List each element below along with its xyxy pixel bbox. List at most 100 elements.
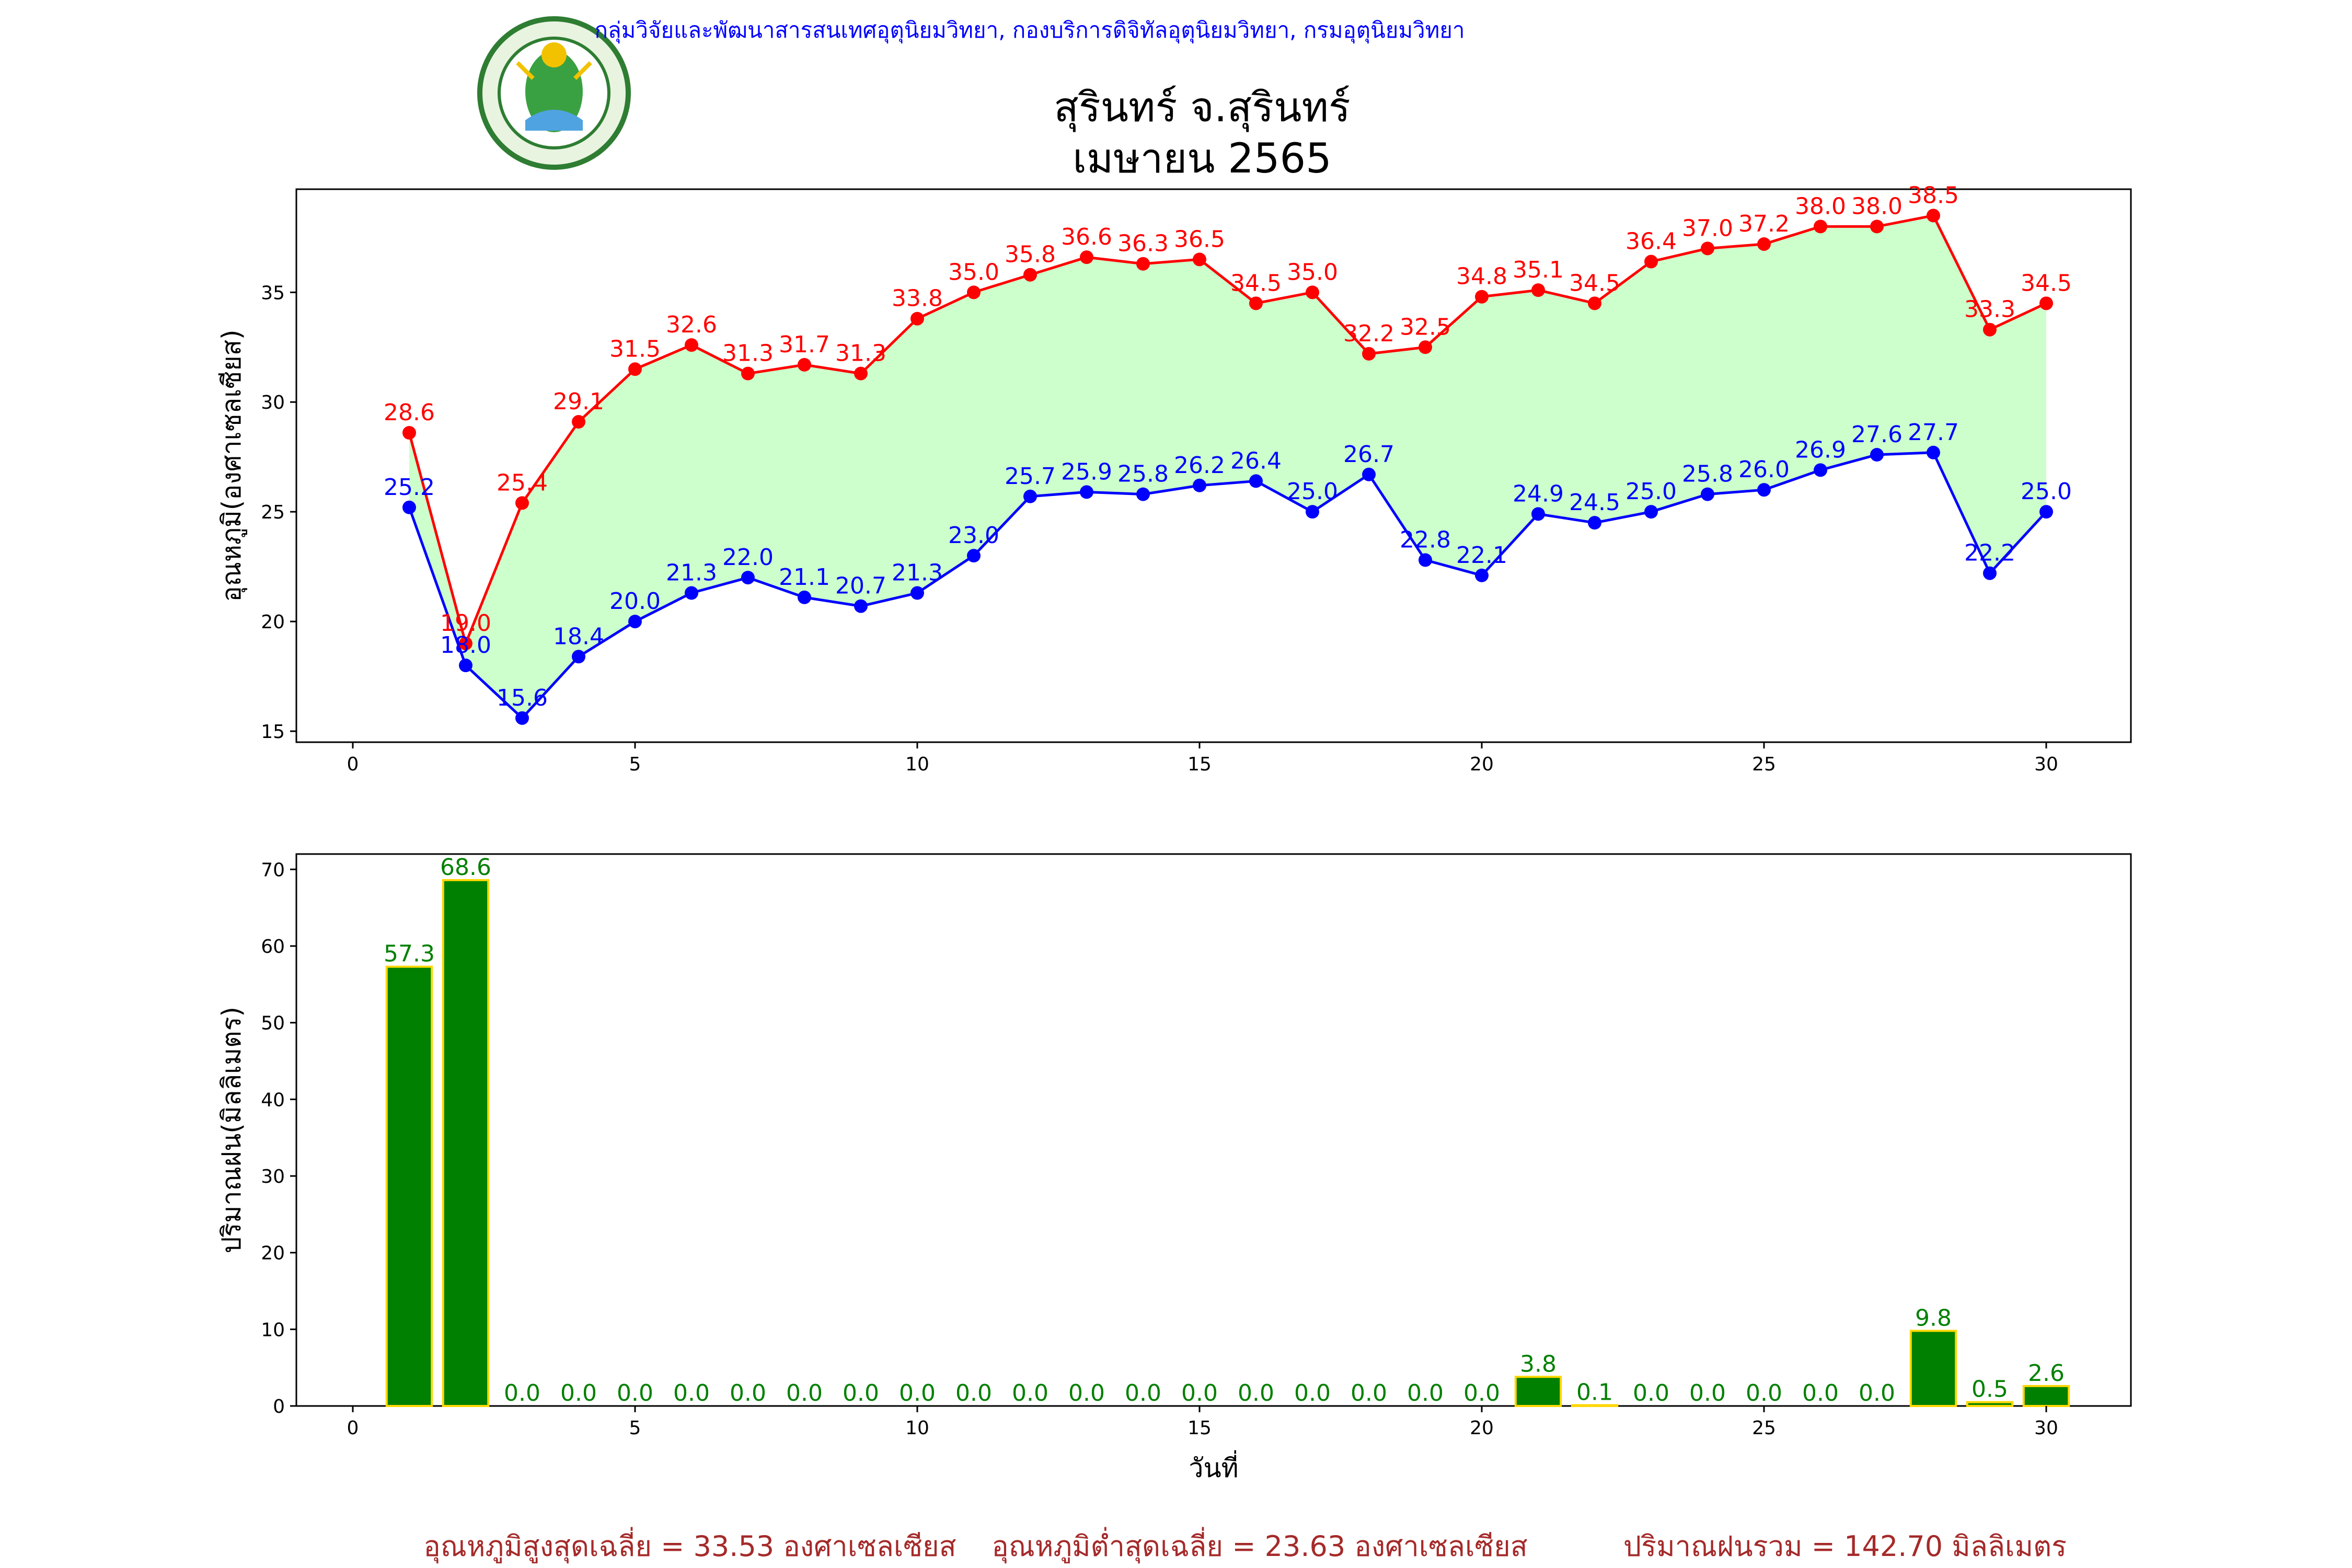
rainfall-y-tick-label: 70 — [261, 859, 285, 881]
max-temperature-point — [910, 312, 924, 326]
rainfall-x-tick-label: 0 — [347, 1417, 359, 1439]
rainfall-data-label: 0.0 — [1068, 1380, 1105, 1406]
rainfall-y-tick-label: 40 — [261, 1089, 285, 1111]
min-temperature-data-label: 21.3 — [892, 560, 943, 586]
min-temperature-point — [741, 571, 755, 585]
rainfall-data-label: 0.0 — [560, 1380, 597, 1406]
max-temperature-data-label: 32.2 — [1343, 320, 1394, 347]
rainfall-x-tick-label: 30 — [2034, 1417, 2058, 1439]
temperature-plot-frame — [295, 188, 2132, 743]
min-temperature-point — [1757, 483, 1771, 497]
min-temperature-point — [1870, 448, 1884, 462]
rainfall-y-tick-label: 50 — [261, 1013, 285, 1034]
temperature-y-tick-label: 20 — [261, 612, 285, 633]
temperature-x-tick-label: 25 — [1752, 754, 1776, 775]
max-temperature-data-label: 19.0 — [440, 610, 491, 637]
min-temperature-point — [1193, 478, 1206, 492]
temperature-y-tick-label: 25 — [261, 502, 285, 523]
chart-title-station: สุรินทร์ จ.สุรินทร์ — [1054, 84, 1351, 132]
max-temperature-data-label: 29.1 — [553, 388, 604, 415]
max-temperature-data-label: 36.5 — [1174, 226, 1225, 252]
rainfall-data-label: 0.0 — [1294, 1380, 1331, 1406]
max-temperature-point — [1701, 241, 1714, 256]
rainfall-data-label: 0.0 — [1012, 1380, 1048, 1406]
min-temperature-data-label: 25.2 — [384, 474, 435, 501]
max-temperature-point — [1306, 285, 1319, 299]
min-temperature-data-label: 26.2 — [1174, 452, 1225, 479]
rainfall-data-label: 0.0 — [504, 1380, 540, 1406]
min-temperature-point — [910, 586, 924, 600]
max-temperature-point — [741, 366, 755, 381]
rainfall-data-label: 57.3 — [384, 941, 435, 967]
temperature-x-tick-label: 5 — [629, 754, 641, 775]
temperature-range-fill — [409, 215, 2046, 718]
min-temperature-point — [1701, 487, 1714, 501]
max-temperature-point — [854, 366, 868, 381]
max-temperature-point — [1644, 255, 1658, 269]
max-temperature-data-label: 37.0 — [1682, 215, 1733, 241]
temperature-x-tick-label: 30 — [2034, 754, 2058, 775]
rainfall-x-axis-label: วันที่ — [1189, 1450, 1238, 1483]
min-temperature-data-label: 18.4 — [553, 623, 604, 650]
total-rainfall: ปริมาณฝนรวม = 142.70 มิลลิเมตร — [1623, 1530, 2067, 1563]
min-temperature-data-label: 25.0 — [1625, 478, 1677, 505]
max-temperature-point — [628, 362, 642, 376]
max-temperature-data-label: 38.0 — [1795, 193, 1846, 220]
max-temperature-data-label: 36.6 — [1061, 224, 1112, 250]
max-temperature-data-label: 25.4 — [497, 469, 548, 496]
rainfall-data-label: 0.0 — [1125, 1380, 1161, 1406]
rainfall-data-label: 0.0 — [786, 1380, 823, 1406]
min-temperature-data-label: 21.3 — [666, 560, 717, 586]
min-temperature-data-label: 23.0 — [948, 522, 999, 549]
max-temperature-point — [1249, 296, 1263, 310]
min-temperature-point — [1080, 485, 1093, 499]
min-temperature-data-label: 22.2 — [1964, 540, 2015, 567]
min-temperature-point — [402, 500, 416, 514]
average-max-temperature: อุณหภูมิสูงสุดเฉลี่ย = 33.53 องศาเซลเซีย… — [423, 1527, 956, 1564]
rainfall-data-label: 0.1 — [1576, 1379, 1613, 1406]
max-temperature-point — [2039, 296, 2053, 310]
max-temperature-data-label: 32.6 — [666, 312, 717, 338]
max-temperature-point — [1814, 220, 1827, 234]
rainfall-data-label: 0.0 — [843, 1380, 879, 1406]
max-temperature-data-label: 31.5 — [609, 336, 661, 362]
rainfall-data-label: 0.0 — [1802, 1380, 1839, 1406]
max-temperature-point — [1419, 340, 1432, 354]
rainfall-data-label: 0.0 — [1181, 1380, 1218, 1406]
max-temperature-point — [459, 637, 472, 651]
min-temperature-data-label: 24.9 — [1513, 480, 1564, 507]
min-temperature-data-label: 22.8 — [1400, 527, 1451, 554]
max-temperature-point — [1080, 250, 1093, 264]
max-temperature-point — [967, 285, 981, 299]
min-temperature-data-label: 27.7 — [1908, 419, 1959, 446]
temperature-y-tick-label: 15 — [261, 721, 285, 743]
min-temperature-data-label: 26.7 — [1343, 441, 1394, 468]
min-temperature-point — [1983, 566, 1997, 580]
temperature-chart: 28.619.025.429.131.532.631.3 31.7 31.333.8… — [216, 182, 2132, 775]
rainfall-y-tick-label: 20 — [261, 1243, 285, 1264]
min-temperature-data-label: 26.0 — [1738, 456, 1790, 483]
min-temperature-point — [1306, 505, 1319, 519]
min-temperature-data-label: 24.5 — [1569, 489, 1620, 516]
max-temperature-data-label: 34.8 — [1456, 263, 1507, 290]
min-temperature-point — [1419, 553, 1432, 567]
rainfall-bar — [1966, 1401, 2014, 1408]
rainfall-data-label: 0.0 — [1746, 1380, 1782, 1406]
rainfall-data-label: 68.6 — [440, 854, 491, 881]
min-temperature-point — [1814, 463, 1827, 477]
max-temperature-data-label: 32.5 — [1400, 314, 1451, 340]
min-temperature-point — [1136, 487, 1150, 501]
temperature-y-axis-label: อุณหภูมิ(องศาเซลเซียส) — [216, 329, 247, 602]
max-temperature-point — [402, 426, 416, 440]
rainfall-data-label: 0.0 — [1463, 1380, 1500, 1406]
min-temperature-point — [1362, 467, 1376, 481]
rainfall-x-tick-label: 10 — [905, 1417, 929, 1439]
rainfall-data-label: 0.0 — [1238, 1380, 1274, 1406]
min-temperature-data-label: 26.4 — [1230, 447, 1282, 474]
max-temperature-data-label: 38.5 — [1908, 182, 1959, 209]
max-temperature-point — [1023, 268, 1037, 282]
max-temperature-data-label: 33.8 — [892, 285, 943, 312]
rainfall-y-tick-label: 30 — [261, 1166, 285, 1187]
max-temperature-data-label: 35.8 — [1005, 241, 1056, 268]
